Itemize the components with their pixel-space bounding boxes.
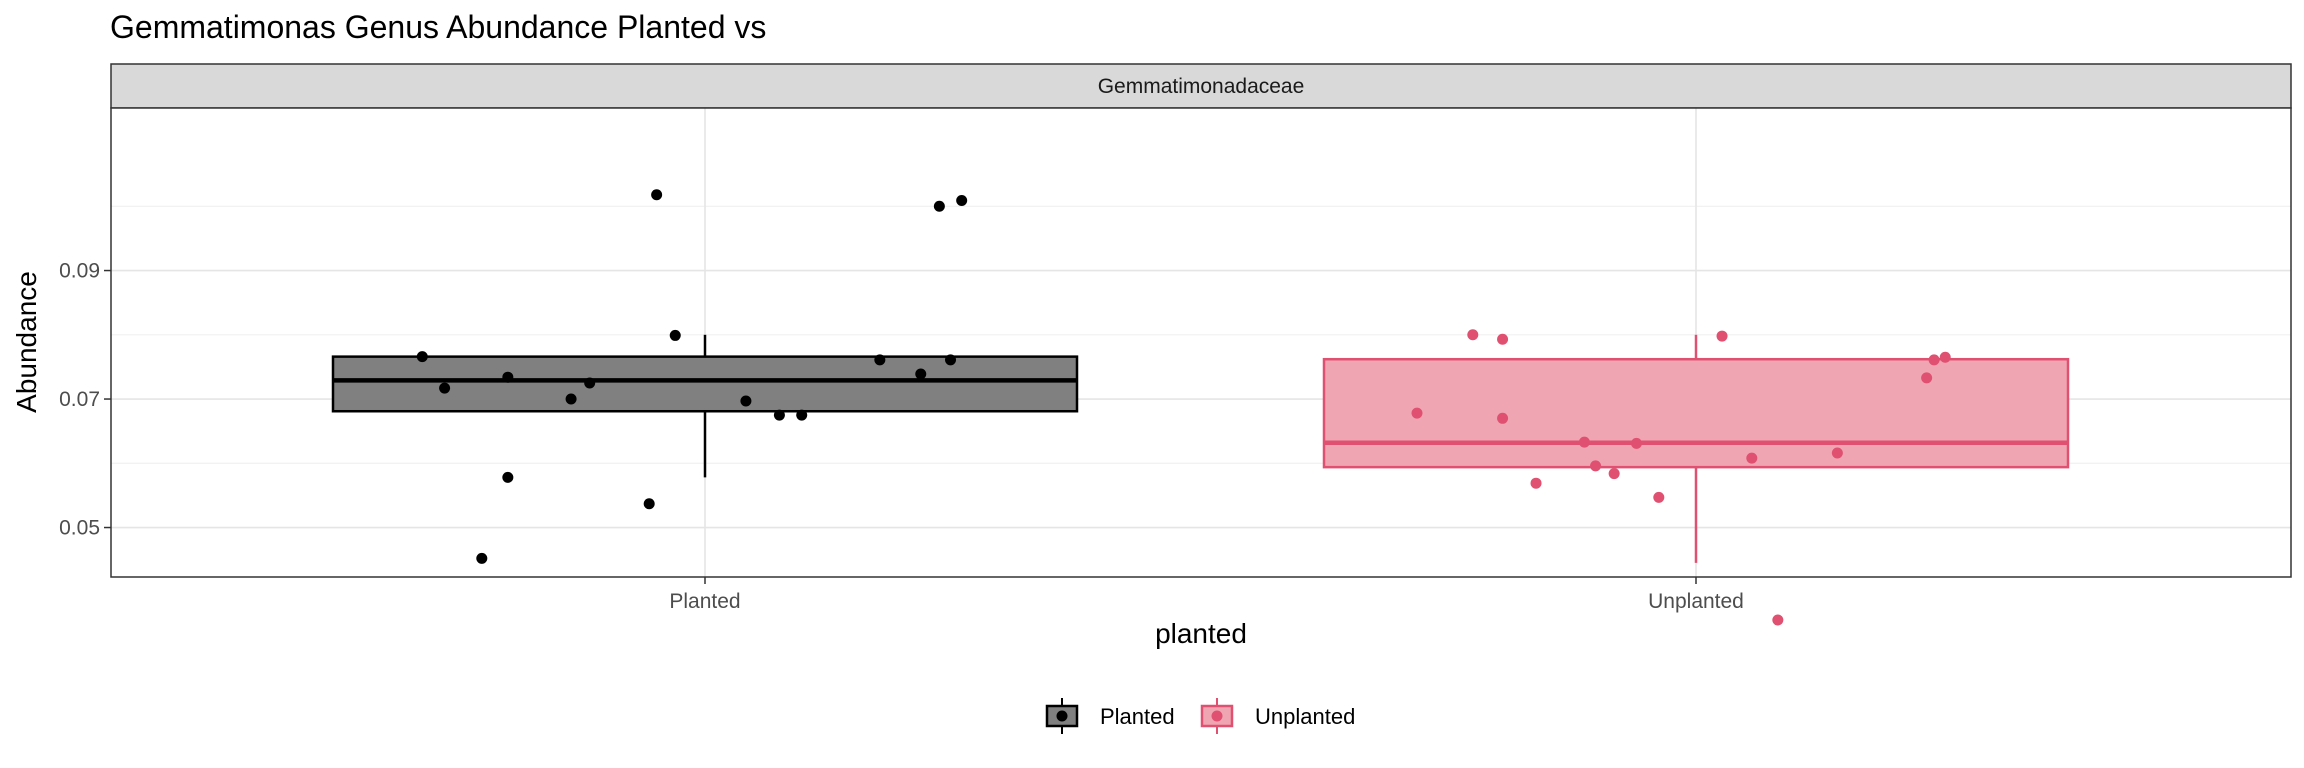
boxplots [331,334,2070,563]
data-point [1653,491,1665,503]
x-axis-title: planted [1155,618,1247,649]
data-points [416,189,1951,626]
x-axis: Planted Unplanted [669,577,1744,613]
legend-label: Planted [1100,704,1175,729]
chart-title: Gemmatimonas Genus Abundance Planted vs [110,9,766,45]
data-point [1608,468,1620,480]
data-point [502,371,514,383]
data-point [1928,354,1940,366]
data-point [439,382,451,394]
data-point [1411,407,1423,419]
data-point [1530,477,1542,489]
y-tick-label: 0.09 [59,260,100,283]
data-point [1831,447,1843,459]
data-point [416,351,428,363]
boxplot-planted [331,334,1079,478]
legend-key-point [1056,710,1068,722]
data-point [1772,614,1784,626]
data-point [565,393,577,405]
data-point [1921,372,1933,384]
data-point [740,395,752,407]
facet-strip [110,63,2292,109]
data-point [643,498,655,510]
legend-key-point [1211,710,1223,722]
data-point [476,552,488,564]
y-axis-title: Abundance [11,271,42,413]
y-tick-label: 0.07 [59,388,100,411]
data-point [502,471,514,483]
data-point [915,368,927,380]
x-tick-label: Planted [669,590,740,613]
data-point [933,200,945,212]
data-point [956,195,968,207]
data-point [773,409,785,421]
panel-border [110,107,2292,578]
legend-item-planted: Planted [1045,698,1175,734]
facet-strip-label: Gemmatimonadaceae [1098,75,1305,98]
data-point [1716,330,1728,342]
data-point [1746,452,1758,464]
data-point [796,409,808,421]
data-point [651,189,663,201]
panel-background [111,108,2291,577]
grid-lines [111,108,2291,577]
data-point [1630,437,1642,449]
data-point [1590,460,1602,472]
data-point [874,354,886,366]
legend: Planted Unplanted [1045,698,1355,734]
boxplot-unplanted [1322,334,2070,563]
data-point [1467,329,1479,341]
y-axis: 0.05 0.07 0.09 [59,260,111,540]
x-tick-label: Unplanted [1648,590,1744,613]
box [1322,357,2070,469]
data-point [1939,351,1951,363]
data-point [669,329,681,341]
legend-label: Unplanted [1255,704,1355,729]
data-point [1578,436,1590,448]
data-point [1497,412,1509,424]
plot-panel: Gemmatimonadaceae [110,63,2292,626]
data-point [945,354,957,366]
data-point [1497,333,1509,345]
legend-item-unplanted: Unplanted [1200,698,1355,734]
y-tick-label: 0.05 [59,517,100,540]
data-point [584,377,596,389]
box [331,355,1079,413]
